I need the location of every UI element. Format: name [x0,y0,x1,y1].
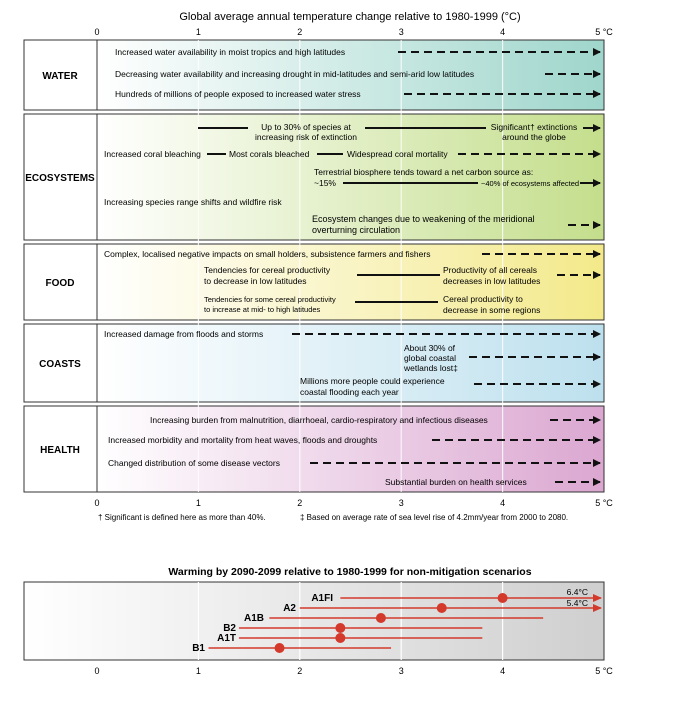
scenario-a2: A2 [283,603,602,614]
scenario-label: A1FI [311,593,333,604]
coasts-note-2c: wetlands lost‡ [403,363,458,373]
scenario-title: Warming by 2090-2099 relative to 1980-19… [168,566,531,578]
top-tick-1: 1 [196,27,201,37]
bottom-tick-5: 5 °C [595,498,613,508]
bottom-tick-0: 0 [94,498,99,508]
ecosystems-label: ECOSYSTEMS [25,173,95,184]
top-tick-2: 2 [297,27,302,37]
coasts-note-2b: global coastal [404,353,456,363]
water-label: WATER [42,71,78,82]
water-row-2: Decreasing water availability and increa… [115,69,474,79]
water-row-1: Increased water availability in moist tr… [115,47,345,57]
scenario-axis-ticks: 0 1 2 3 4 5 °C [94,666,613,676]
scenario-tick-3: 3 [399,666,404,676]
top-tick-4: 4 [500,27,505,37]
eco-note-7: ~15% [314,178,336,188]
scenario-best-estimate [335,623,346,633]
scenario-tick-0: 0 [94,666,99,676]
eco-note-9: Increasing species range shifts and wild… [104,197,282,207]
scenario-a1b: A1B [244,613,544,624]
bottom-tick-2: 2 [297,498,302,508]
bottom-tick-4: 4 [500,498,505,508]
health-note-4: Substantial burden on health services [385,477,527,487]
eco-note-10a: Ecosystem changes due to weakening of th… [312,214,535,224]
health-note-3: Changed distribution of some disease vec… [108,458,280,468]
top-axis-ticks: 0 1 2 3 4 5 °C [94,27,613,37]
scenario-a1fi: A1FI [311,593,602,604]
scenario-best-estimate [497,593,508,603]
top-tick-3: 3 [399,27,404,37]
food-note-4a: Tendencies for some cereal productivity [204,295,336,304]
footnote-1: † Significant is defined here as more th… [98,513,266,522]
scenario-best-estimate [375,613,386,623]
food-note-4b: to increase at mid- to high latitudes [204,305,321,314]
coasts-note-2a: About 30% of [404,343,456,353]
coasts-label: COASTS [39,359,81,370]
footnote-2: ‡ Based on average rate of sea level ris… [300,513,568,522]
food-section: FOOD [23,243,605,321]
eco-note-8: ~40% of ecosystems affected [481,179,579,188]
scenario-tick-4: 4 [500,666,505,676]
eco-note-2b: around the globe [502,132,566,142]
scenario-guides [197,582,504,660]
degree-guides [197,40,504,492]
food-note-2a: Tendencies for cereal productivity [204,265,331,275]
food-rows: Complex, localised negative impacts on s… [104,249,601,315]
coasts-section: COASTS [23,323,605,403]
scenario-label: B2 [223,623,236,634]
scenario-a1t: A1T [217,633,483,644]
eco-note-10b: overturning circulation [312,225,400,235]
scenario-b1: B1 [192,643,392,654]
eco-note-3: Increased coral bleaching [104,149,201,159]
eco-note-2a: Significant† extinctions [491,122,577,132]
health-rows: Increasing burden from malnutrition, dia… [108,415,601,487]
bottom-tick-3: 3 [399,498,404,508]
scenario-panel [23,581,605,661]
scenario-best-estimate [335,633,346,643]
eco-note-1b: increasing risk of extinction [255,132,357,142]
water-rows: Increased water availability in moist tr… [115,47,601,99]
scenario-best-estimate [274,643,285,653]
scenario-label: B1 [192,643,205,654]
food-note-1: Complex, localised negative impacts on s… [104,249,430,259]
food-note-5a: Cereal productivity to [443,294,523,304]
coasts-note-3b: coastal flooding each year [300,387,399,397]
bottom-tick-1: 1 [196,498,201,508]
eco-note-4: Most corals bleached [229,149,310,159]
scenario-label: A2 [283,603,296,614]
food-label: FOOD [46,278,75,289]
coasts-note-1: Increased damage from floods and storms [104,329,263,339]
health-section: HEALTH [23,405,605,493]
coasts-note-3a: Millions more people could experience [300,376,445,386]
water-row-3: Hundreds of millions of people exposed t… [115,89,361,99]
eco-note-6: Terrestrial biosphere tends toward a net… [314,167,533,177]
off-scale-label-0: 6.4°C [567,587,588,597]
scenario-tick-2: 2 [297,666,302,676]
food-note-5b: decrease in some regions [443,305,540,315]
health-label: HEALTH [40,445,80,456]
top-title: Global average annual temperature change… [179,11,520,23]
ecosystems-rows: Up to 30% of species at increasing risk … [104,122,601,235]
health-note-2: Increased morbidity and mortality from h… [108,435,377,445]
top-tick-0: 0 [94,27,99,37]
scenario-label: A1T [217,633,236,644]
food-note-3b: decreases in low latitudes [443,276,540,286]
scenario-best-estimate [436,603,447,613]
scenario-b2: B2 [223,623,483,634]
scenario-tick-1: 1 [196,666,201,676]
food-note-2b: to decrease in low latitudes [204,276,307,286]
off-scale-label-1: 5.4°C [567,598,588,608]
bottom-axis-ticks: 0 1 2 3 4 5 °C [94,498,613,508]
scenario-tick-5: 5 °C [595,666,613,676]
health-note-1: Increasing burden from malnutrition, dia… [150,415,488,425]
scenario-label: A1B [244,613,264,624]
coasts-rows: Increased damage from floods and storms … [104,329,601,397]
food-note-3a: Productivity of all cereals [443,265,537,275]
ecosystems-section: ECOSYSTEMS [23,113,605,241]
eco-note-1a: Up to 30% of species at [261,122,351,132]
top-tick-5: 5 °C [595,27,613,37]
eco-note-5: Widespread coral mortality [347,149,448,159]
